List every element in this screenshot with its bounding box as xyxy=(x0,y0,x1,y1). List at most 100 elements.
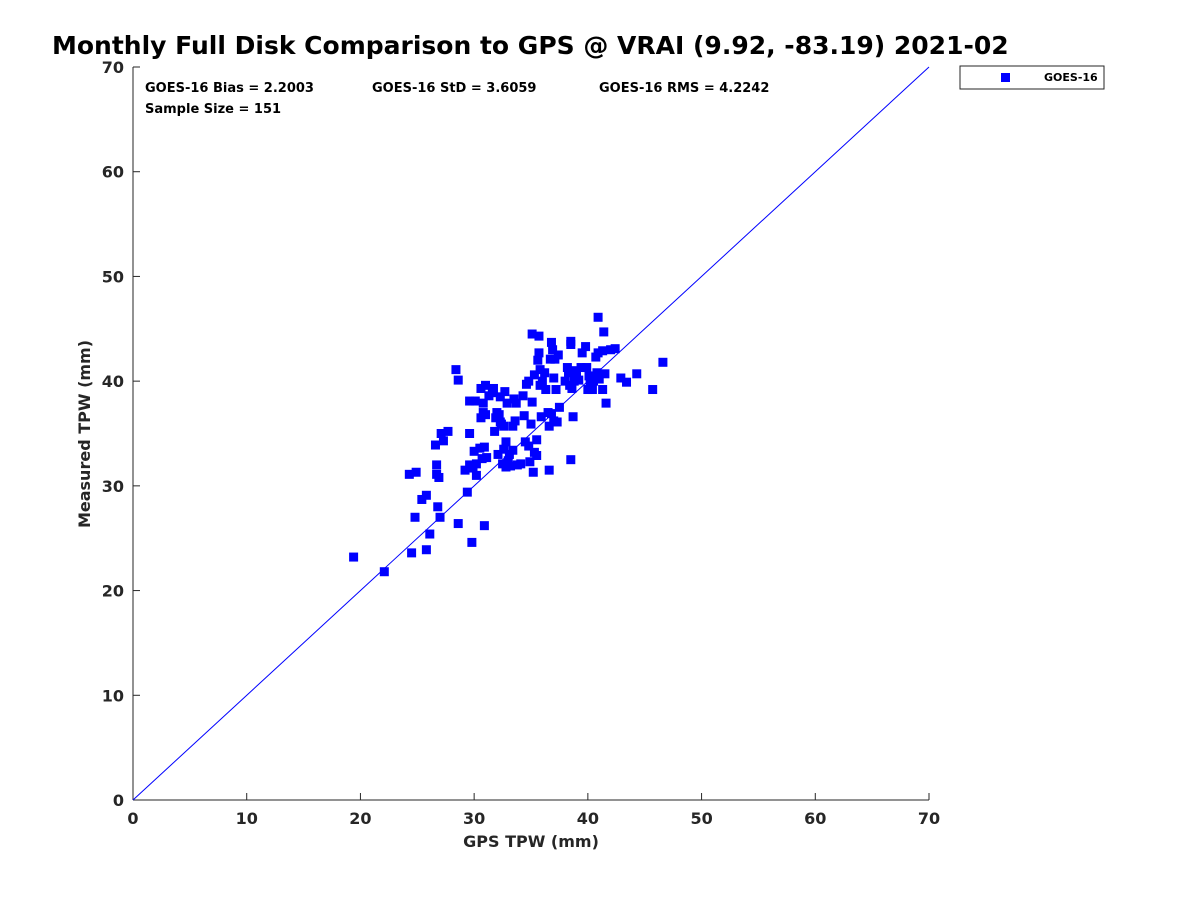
data-point xyxy=(436,429,446,438)
one-to-one-line xyxy=(132,66,930,801)
data-point xyxy=(541,385,551,395)
data-point xyxy=(470,396,480,406)
sample-size-annotation: Sample Size = 151 xyxy=(145,102,281,117)
data-point xyxy=(465,396,475,406)
data-point xyxy=(510,416,520,426)
data-point xyxy=(417,494,427,504)
data-point xyxy=(465,429,475,438)
data-point xyxy=(435,512,445,522)
data-point xyxy=(534,331,544,341)
data-point xyxy=(554,402,564,412)
data-point xyxy=(410,512,420,522)
x-tick-label: 50 xyxy=(690,809,712,828)
data-point xyxy=(535,365,545,375)
data-point xyxy=(569,376,579,386)
data-point xyxy=(577,348,587,358)
legend-marker xyxy=(1001,73,1010,82)
data-point xyxy=(566,336,576,346)
data-point xyxy=(526,419,536,429)
x-tick-label: 40 xyxy=(577,809,599,828)
data-point xyxy=(469,446,479,456)
plot-area: 0 10 20 30 40 50 60 70 0 10 20 30 40 50 60 70 xyxy=(102,58,940,828)
data-point xyxy=(477,454,487,464)
data-point xyxy=(475,443,485,453)
rms-annotation: GOES-16 RMS = 4.2242 xyxy=(599,81,769,96)
data-point xyxy=(421,490,431,500)
data-point xyxy=(525,457,535,467)
data-point xyxy=(622,377,632,387)
data-point xyxy=(598,385,608,395)
y-tick-label: 20 xyxy=(102,582,124,601)
x-axis-label: GPS TPW (mm) xyxy=(463,832,599,851)
data-point xyxy=(648,385,658,395)
data-point xyxy=(421,545,431,555)
data-point xyxy=(453,375,463,385)
data-point xyxy=(548,345,558,355)
data-point xyxy=(524,441,534,451)
data-point xyxy=(528,467,538,477)
data-point xyxy=(534,348,544,358)
data-point xyxy=(532,450,542,460)
data-point xyxy=(425,529,435,539)
data-point xyxy=(443,426,453,436)
legend-box xyxy=(959,65,1105,90)
data-point xyxy=(490,426,500,436)
data-point xyxy=(592,368,602,378)
x-ticks: 0 10 20 30 40 50 60 70 xyxy=(127,793,940,828)
data-point xyxy=(482,453,492,463)
data-point xyxy=(546,409,556,419)
data-point xyxy=(493,449,503,459)
data-point xyxy=(516,459,526,469)
data-point xyxy=(476,383,486,393)
data-point xyxy=(632,369,642,379)
data-point xyxy=(499,444,509,454)
data-point xyxy=(430,440,440,450)
data-point xyxy=(562,363,572,373)
data-point xyxy=(552,417,562,427)
data-point xyxy=(564,368,574,378)
data-point xyxy=(598,346,608,356)
x-tick-label: 10 xyxy=(236,809,258,828)
data-point xyxy=(503,456,513,466)
data-point xyxy=(532,435,542,445)
y-tick-label: 70 xyxy=(102,58,124,77)
data-point xyxy=(545,354,555,364)
data-point xyxy=(479,442,489,452)
data-point xyxy=(574,375,584,385)
data-point xyxy=(582,363,592,373)
data-point xyxy=(600,369,610,379)
data-point xyxy=(467,537,477,547)
data-point xyxy=(610,344,620,354)
data-point xyxy=(599,327,609,337)
data-point xyxy=(658,357,668,367)
data-point xyxy=(511,398,521,408)
x-tick-label: 0 xyxy=(127,809,138,828)
legend: GOES-16 xyxy=(959,65,1105,90)
x-tick-label: 20 xyxy=(349,809,371,828)
data-point xyxy=(544,465,554,475)
data-point xyxy=(508,421,518,431)
x-tick-label: 60 xyxy=(804,809,826,828)
data-point xyxy=(432,460,442,470)
data-point xyxy=(583,385,593,395)
data-point xyxy=(501,437,511,447)
y-tick-label: 40 xyxy=(102,372,124,391)
data-point xyxy=(434,472,444,482)
data-point xyxy=(471,459,481,469)
data-point xyxy=(494,410,504,420)
data-point xyxy=(479,521,489,531)
y-tick-label: 10 xyxy=(102,686,124,705)
y-tick-label: 50 xyxy=(102,267,124,286)
data-point xyxy=(570,366,580,376)
data-point xyxy=(501,462,511,472)
data-point xyxy=(584,371,594,381)
std-annotation: GOES-16 StD = 3.6059 xyxy=(372,81,536,96)
data-point xyxy=(407,548,417,558)
data-point xyxy=(500,387,510,397)
data-point xyxy=(488,383,498,393)
data-point xyxy=(576,363,586,373)
data-point xyxy=(460,465,470,475)
data-point xyxy=(438,436,448,446)
legend-label: GOES-16 xyxy=(1044,71,1098,84)
data-point xyxy=(537,376,547,386)
